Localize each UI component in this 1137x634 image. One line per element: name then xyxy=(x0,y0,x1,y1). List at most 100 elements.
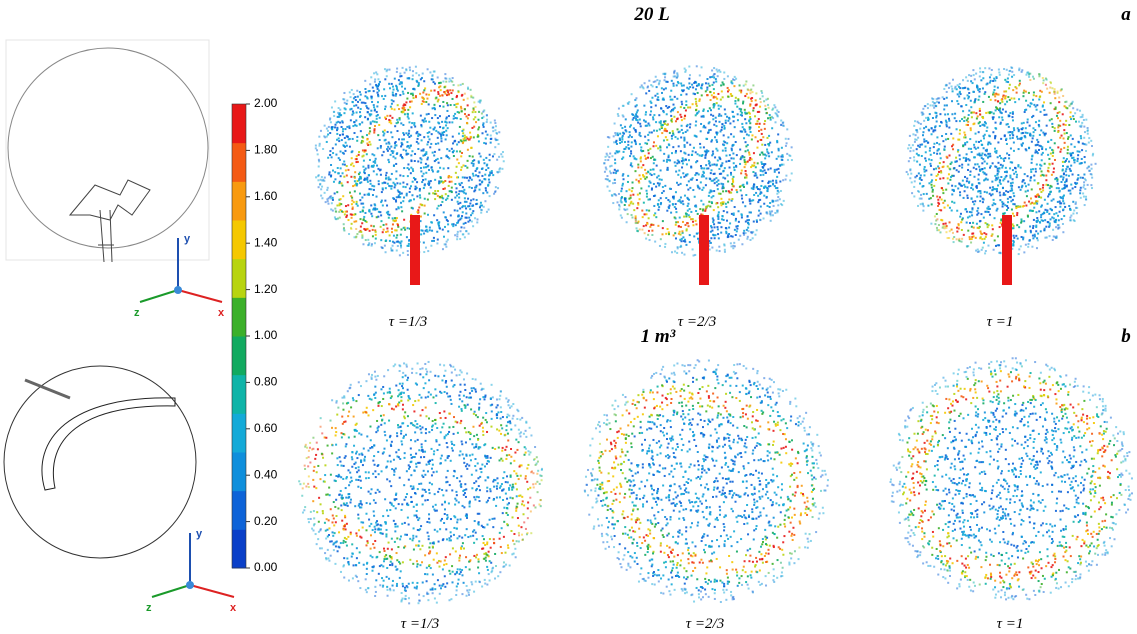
particle xyxy=(706,78,708,80)
particle xyxy=(428,121,430,123)
particle xyxy=(720,198,722,200)
particle xyxy=(962,79,964,81)
particle xyxy=(934,102,936,104)
particle xyxy=(661,179,663,181)
particle xyxy=(1059,211,1061,213)
particle xyxy=(970,106,972,108)
particle xyxy=(1058,187,1060,189)
particle xyxy=(752,84,754,86)
particle xyxy=(357,101,359,103)
particle xyxy=(643,176,645,178)
particle xyxy=(374,78,376,80)
particle xyxy=(1013,237,1015,239)
particle xyxy=(657,135,659,137)
particle xyxy=(946,156,948,158)
particle xyxy=(419,548,421,550)
particle xyxy=(397,245,399,247)
particle xyxy=(779,198,781,200)
particle xyxy=(661,92,663,94)
particle xyxy=(631,217,633,219)
particle xyxy=(456,150,458,152)
particle xyxy=(427,141,429,143)
particle xyxy=(391,108,393,110)
particle xyxy=(720,105,722,107)
particle xyxy=(953,202,955,204)
particle xyxy=(354,121,356,123)
particle xyxy=(641,84,643,86)
particle xyxy=(914,141,916,143)
particle xyxy=(741,216,743,218)
particle xyxy=(617,151,619,153)
particle xyxy=(935,125,937,127)
particle xyxy=(408,77,410,79)
particle xyxy=(697,153,699,155)
particle xyxy=(344,137,346,139)
particle xyxy=(454,234,456,236)
particle xyxy=(325,201,327,203)
particle xyxy=(971,214,973,216)
particle xyxy=(1027,132,1029,134)
particle xyxy=(475,186,477,188)
particle xyxy=(1039,168,1041,170)
particle xyxy=(754,115,756,117)
particle xyxy=(961,241,963,243)
particle xyxy=(760,129,762,131)
particle xyxy=(949,168,951,170)
particle xyxy=(728,190,730,192)
particle xyxy=(377,88,379,90)
particle xyxy=(770,119,772,121)
particle xyxy=(343,92,345,94)
particle xyxy=(464,93,466,95)
particle xyxy=(1055,206,1057,208)
particle xyxy=(692,177,694,179)
particle xyxy=(659,183,661,185)
particle xyxy=(670,119,672,121)
particle xyxy=(913,125,915,127)
particle xyxy=(1032,76,1034,78)
particle xyxy=(351,157,353,159)
particle xyxy=(653,173,655,175)
particle xyxy=(664,243,666,245)
particle xyxy=(1079,192,1081,194)
particle xyxy=(685,131,687,133)
particle xyxy=(469,219,471,221)
particle xyxy=(959,158,961,160)
particle xyxy=(409,106,411,108)
particle xyxy=(464,137,466,139)
particle xyxy=(751,138,753,140)
particle xyxy=(370,213,372,215)
particle xyxy=(975,112,977,114)
particle xyxy=(416,510,418,512)
particle xyxy=(988,224,990,226)
particle xyxy=(457,111,459,113)
particle xyxy=(623,178,625,180)
particle xyxy=(459,190,461,192)
particle xyxy=(402,91,404,93)
particle xyxy=(379,169,381,171)
particle xyxy=(909,177,911,179)
particle xyxy=(724,108,726,110)
particle xyxy=(1049,92,1051,94)
particle xyxy=(749,116,751,118)
particle xyxy=(379,211,381,213)
particle xyxy=(460,84,462,86)
particle xyxy=(914,120,916,122)
particle xyxy=(723,128,725,130)
particle xyxy=(387,230,389,232)
particle xyxy=(331,156,333,158)
particle xyxy=(738,210,740,212)
particle xyxy=(744,159,746,161)
particle xyxy=(1064,133,1066,135)
particle xyxy=(437,91,439,93)
particle xyxy=(956,169,958,171)
particle xyxy=(1013,127,1015,129)
particle xyxy=(426,98,428,100)
inlet-jet xyxy=(1002,215,1012,285)
particle xyxy=(1042,105,1044,107)
particle xyxy=(367,239,369,241)
particle xyxy=(456,238,458,240)
particle xyxy=(701,94,703,96)
particle xyxy=(356,155,358,157)
particle xyxy=(971,151,973,153)
particle xyxy=(732,176,734,178)
